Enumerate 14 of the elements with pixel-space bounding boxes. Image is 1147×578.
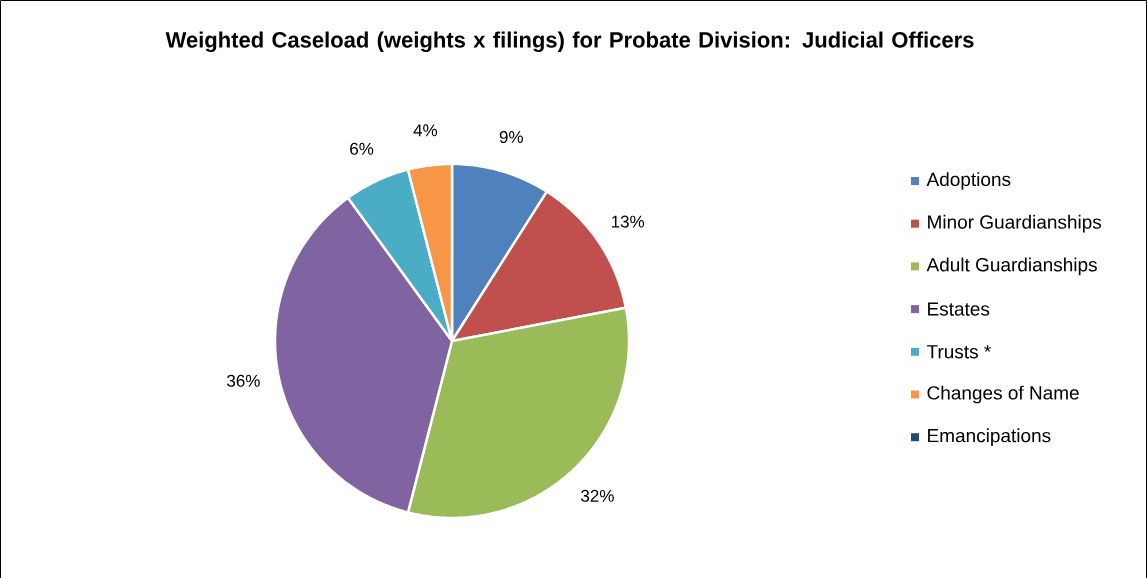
- data-label: 4%: [413, 124, 438, 137]
- legend-label: Adoptions: [926, 172, 1011, 190]
- data-label: 6%: [350, 142, 374, 155]
- data-label: 13%: [611, 215, 645, 228]
- legend-label: Adult Guardianships: [926, 257, 1097, 276]
- legend-label: Trusts *: [926, 345, 991, 359]
- legend-label: Minor Guardianships: [928, 214, 1102, 233]
- legend-label: Changes of Name: [927, 385, 1079, 404]
- legend-label: Emancipations: [928, 428, 1051, 447]
- legend-label: Estates: [928, 302, 990, 316]
- data-label: 36%: [227, 374, 260, 387]
- data-label: 9%: [499, 131, 523, 144]
- data-label: 32%: [581, 489, 614, 502]
- chart-title: Weighted Caseload (weights x filings) for Probate Division: Judicial Officers: [165, 31, 974, 53]
